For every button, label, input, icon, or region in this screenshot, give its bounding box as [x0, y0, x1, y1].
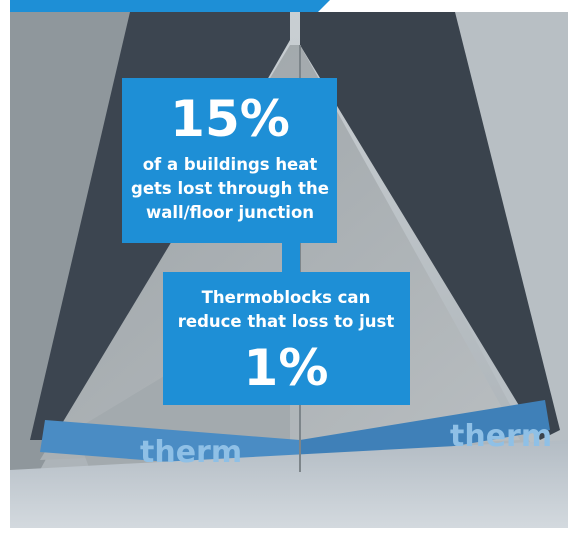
- callout-text: Thermoblocks can: [202, 288, 371, 307]
- connector: [282, 242, 300, 274]
- headline: 15%: [170, 90, 290, 148]
- callout-box: [122, 78, 337, 243]
- top-bar: [10, 0, 330, 12]
- headline: 1%: [244, 339, 329, 397]
- callout-text: gets lost through the: [131, 179, 329, 198]
- photo-label: therm: [140, 435, 242, 470]
- photo-label: therm: [450, 419, 552, 454]
- callout-text: of a buildings heat: [143, 155, 318, 174]
- callout-box: [163, 272, 410, 405]
- callout-text: reduce that loss to just: [178, 312, 395, 331]
- callout-text: wall/floor junction: [146, 203, 314, 222]
